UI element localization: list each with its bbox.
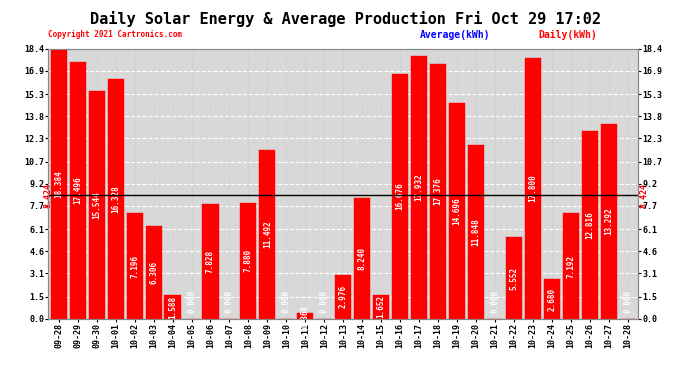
Bar: [582, 131, 598, 319]
Text: 17.376: 17.376: [433, 177, 442, 205]
Text: 16.328: 16.328: [111, 185, 120, 213]
Text: 0.000: 0.000: [491, 290, 500, 313]
Text: 8.424: 8.424: [43, 183, 53, 208]
Text: 11.848: 11.848: [471, 218, 480, 246]
Bar: [335, 275, 351, 319]
Bar: [70, 62, 86, 319]
Bar: [259, 150, 275, 319]
Bar: [108, 79, 124, 319]
Bar: [392, 74, 408, 319]
Bar: [297, 314, 313, 319]
Text: 0.000: 0.000: [225, 290, 234, 313]
Text: 1.652: 1.652: [377, 295, 386, 318]
Bar: [430, 64, 446, 319]
Text: 7.828: 7.828: [206, 250, 215, 273]
Text: 7.192: 7.192: [566, 254, 575, 278]
Text: Daily Solar Energy & Average Production Fri Oct 29 17:02: Daily Solar Energy & Average Production …: [90, 11, 600, 27]
Text: Daily(kWh): Daily(kWh): [538, 30, 597, 40]
Text: 7.880: 7.880: [244, 249, 253, 273]
Bar: [50, 49, 67, 319]
Text: 0.000: 0.000: [282, 290, 291, 313]
Text: 17.496: 17.496: [73, 177, 82, 204]
Text: 17.932: 17.932: [415, 173, 424, 201]
Bar: [601, 124, 617, 319]
Text: 18.384: 18.384: [55, 170, 63, 198]
Bar: [449, 103, 465, 319]
Bar: [411, 56, 427, 319]
Bar: [146, 226, 161, 319]
Text: 0.000: 0.000: [319, 290, 329, 313]
Text: 0.368: 0.368: [301, 304, 310, 328]
Text: 13.292: 13.292: [604, 207, 613, 235]
Text: 14.696: 14.696: [453, 197, 462, 225]
Text: Average(kWh): Average(kWh): [420, 30, 491, 40]
Bar: [468, 145, 484, 319]
Bar: [202, 204, 219, 319]
Bar: [354, 198, 371, 319]
Bar: [240, 203, 257, 319]
Bar: [126, 213, 143, 319]
Text: 15.544: 15.544: [92, 191, 101, 219]
Text: 7.196: 7.196: [130, 254, 139, 278]
Text: 17.800: 17.800: [529, 174, 538, 202]
Text: 12.816: 12.816: [585, 211, 594, 238]
Bar: [544, 279, 560, 319]
Text: 8.240: 8.240: [357, 247, 367, 270]
Text: 0.000: 0.000: [623, 290, 632, 313]
Bar: [373, 294, 389, 319]
Text: 6.306: 6.306: [149, 261, 158, 284]
Text: 16.676: 16.676: [395, 183, 404, 210]
Text: 2.976: 2.976: [339, 285, 348, 309]
Text: 8.424: 8.424: [640, 183, 649, 208]
Bar: [88, 91, 105, 319]
Text: 5.552: 5.552: [509, 267, 518, 290]
Bar: [506, 237, 522, 319]
Text: Copyright 2021 Cartronics.com: Copyright 2021 Cartronics.com: [48, 30, 182, 39]
Text: 1.588: 1.588: [168, 296, 177, 319]
Bar: [525, 57, 541, 319]
Bar: [164, 296, 181, 319]
Text: 2.680: 2.680: [547, 288, 556, 310]
Text: 11.492: 11.492: [263, 220, 272, 248]
Text: 0.000: 0.000: [187, 290, 196, 313]
Bar: [563, 213, 579, 319]
